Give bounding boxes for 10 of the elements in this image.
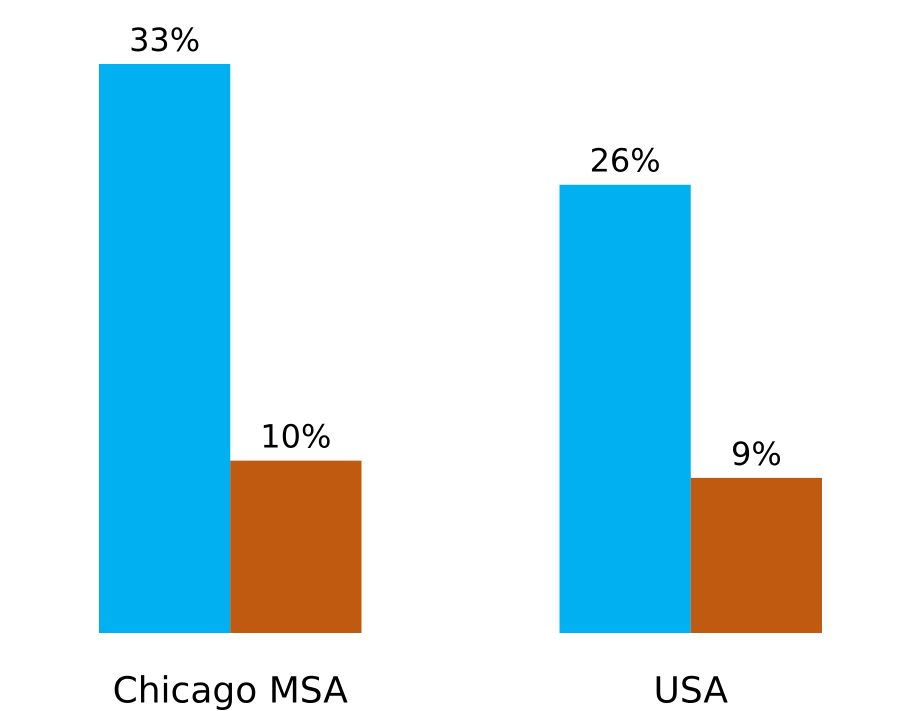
data-label: 9% — [730, 434, 782, 473]
x-tick-label: USA — [654, 670, 728, 711]
data-label: 33% — [129, 21, 200, 59]
x-tick-label: Chicago MSA — [112, 670, 348, 711]
bar — [99, 64, 230, 633]
data-label: 26% — [590, 142, 661, 180]
bar — [230, 460, 362, 633]
bar — [560, 184, 691, 633]
bar — [690, 478, 822, 633]
data-label: 10% — [260, 418, 332, 456]
